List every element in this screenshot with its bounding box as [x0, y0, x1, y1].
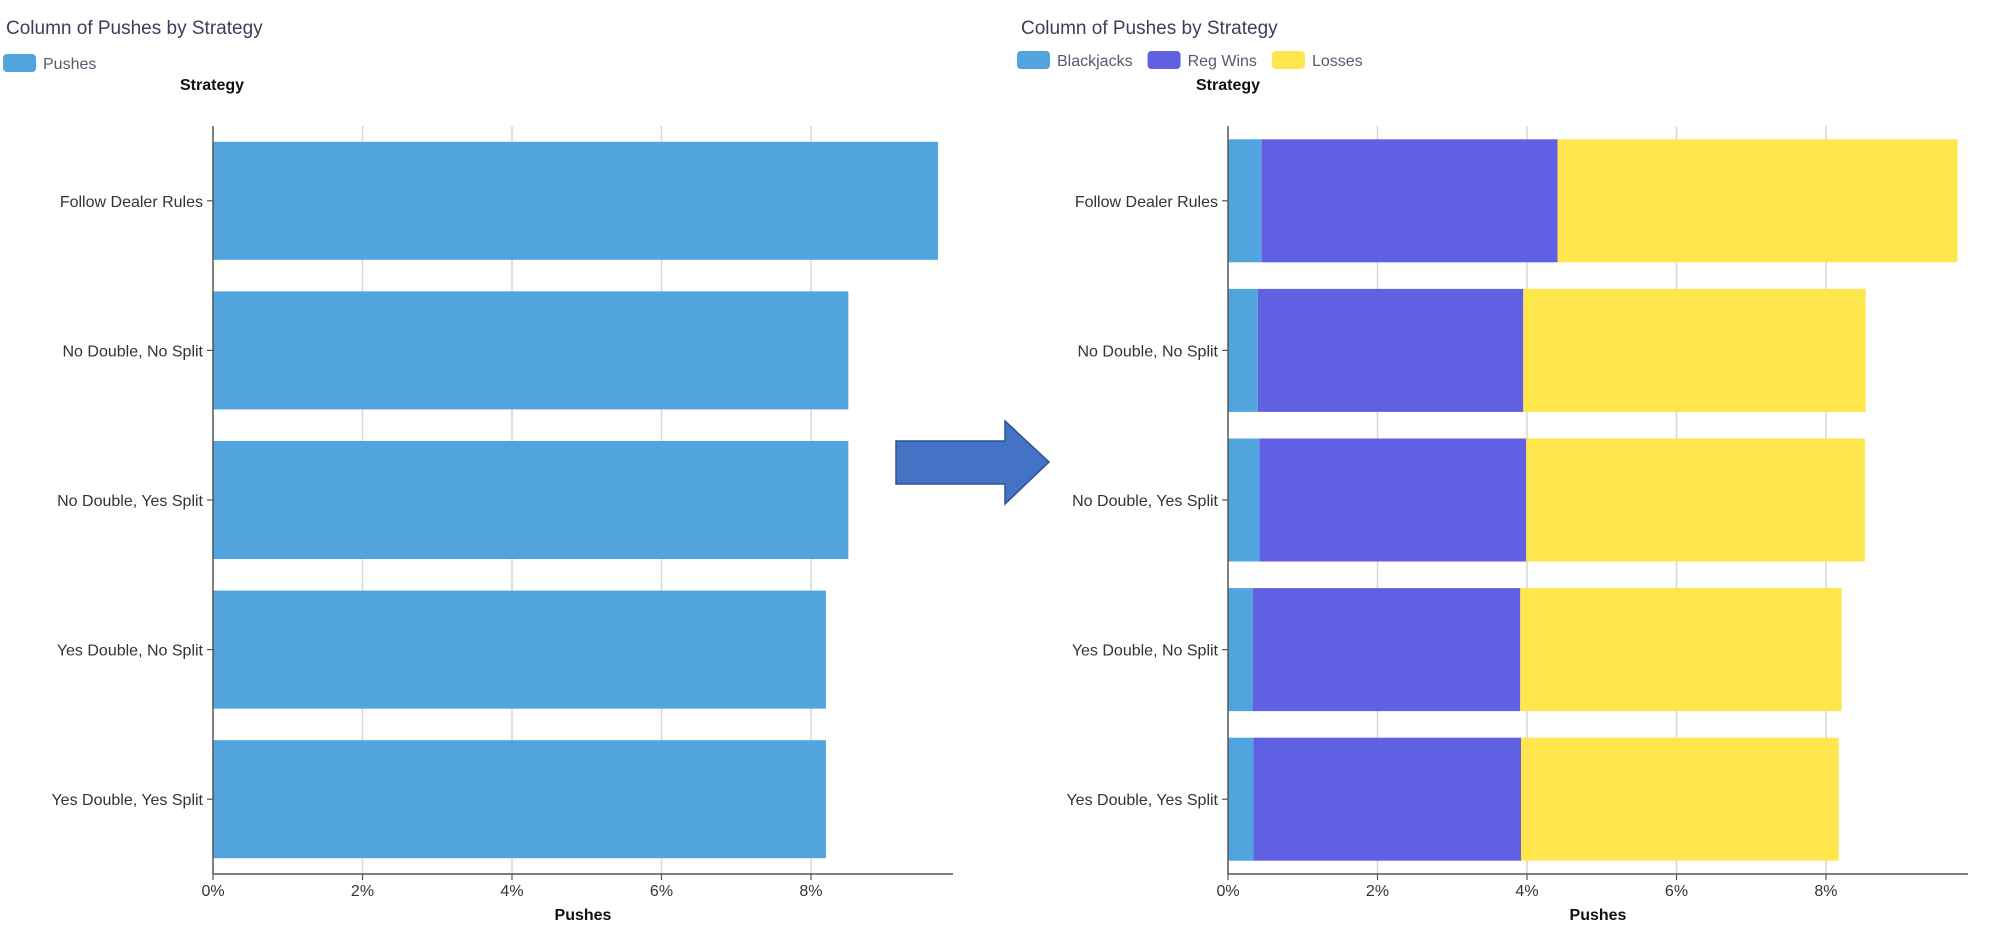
legend-label-losses: Losses: [1312, 53, 1363, 70]
bar-reg-wins-yes-double-no-split[interactable]: [1252, 588, 1521, 712]
y-tick-label: Follow Dealer Rules: [1075, 194, 1218, 211]
bar-blackjacks-no-double-no-split[interactable]: [1228, 288, 1258, 412]
x-tick-label: 0%: [1216, 883, 1239, 900]
x-tick-label: 4%: [1515, 883, 1538, 900]
x-axis-title: Pushes: [1570, 907, 1627, 924]
bar-pushes-follow-dealer-rules[interactable]: [213, 141, 939, 260]
x-tick-label: 2%: [1366, 883, 1389, 900]
bar-blackjacks-yes-double-yes-split[interactable]: [1228, 737, 1254, 861]
legend-swatch-pushes: [3, 54, 36, 72]
y-axis-title: Strategy: [1196, 77, 1260, 94]
chart-title: Column of Pushes by Strategy: [1021, 18, 1278, 39]
x-tick-label: 2%: [351, 883, 374, 900]
y-tick-label: No Double, Yes Split: [1072, 493, 1218, 510]
bar-losses-no-double-no-split[interactable]: [1523, 288, 1866, 412]
legend-label-blackjacks: Blackjacks: [1057, 53, 1133, 70]
chart-right: Column of Pushes by Strategy Blackjacks Re…: [1017, 18, 1968, 924]
bar-reg-wins-no-double-no-split[interactable]: [1257, 288, 1524, 412]
x-tick-label: 6%: [1665, 883, 1688, 900]
bar-blackjacks-yes-double-no-split[interactable]: [1228, 588, 1253, 712]
bar-losses-yes-double-yes-split[interactable]: [1521, 737, 1839, 861]
legend-label-pushes: Pushes: [43, 56, 96, 73]
bar-reg-wins-yes-double-yes-split[interactable]: [1253, 737, 1522, 861]
x-tick-label: 8%: [799, 883, 822, 900]
bar-blackjacks-follow-dealer-rules[interactable]: [1228, 139, 1262, 263]
y-tick-label: Yes Double, No Split: [57, 643, 204, 660]
x-tick-label: 0%: [201, 883, 224, 900]
y-axis-title: Strategy: [180, 77, 244, 94]
bar-pushes-yes-double-yes-split[interactable]: [213, 740, 826, 859]
chart-left: Column of Pushes by Strategy Pushes Strate…: [3, 18, 953, 924]
y-tick-label: Follow Dealer Rules: [60, 194, 203, 211]
bar-reg-wins-no-double-yes-split[interactable]: [1259, 438, 1527, 562]
bar-losses-follow-dealer-rules[interactable]: [1557, 139, 1958, 263]
x-tick-label: 4%: [500, 883, 523, 900]
legend-swatch-losses: [1271, 51, 1305, 69]
right-arrow-icon: [895, 419, 1051, 506]
y-tick-label: No Double, No Split: [62, 343, 203, 360]
y-tick-label: Yes Double, No Split: [1072, 643, 1219, 660]
y-tick-label: No Double, Yes Split: [57, 493, 203, 510]
y-tick-label: No Double, No Split: [1077, 343, 1218, 360]
x-tick-label: 8%: [1814, 883, 1837, 900]
legend-swatch-reg-wins: [1147, 51, 1181, 69]
chart-title: Column of Pushes by Strategy: [6, 18, 263, 39]
bar-losses-no-double-yes-split[interactable]: [1526, 438, 1865, 562]
x-axis-title: Pushes: [555, 907, 612, 924]
bar-pushes-yes-double-no-split[interactable]: [213, 590, 826, 709]
bar-blackjacks-no-double-yes-split[interactable]: [1228, 438, 1260, 562]
y-tick-label: Yes Double, Yes Split: [51, 792, 203, 809]
bar-losses-yes-double-no-split[interactable]: [1520, 588, 1842, 712]
bar-pushes-no-double-yes-split[interactable]: [213, 441, 849, 559]
bar-pushes-no-double-no-split[interactable]: [213, 291, 849, 410]
legend-swatch-blackjacks: [1017, 51, 1050, 69]
x-tick-label: 6%: [650, 883, 673, 900]
bar-reg-wins-follow-dealer-rules[interactable]: [1261, 139, 1558, 263]
legend-label-reg-wins: Reg Wins: [1188, 53, 1257, 70]
y-tick-label: Yes Double, Yes Split: [1066, 792, 1218, 809]
